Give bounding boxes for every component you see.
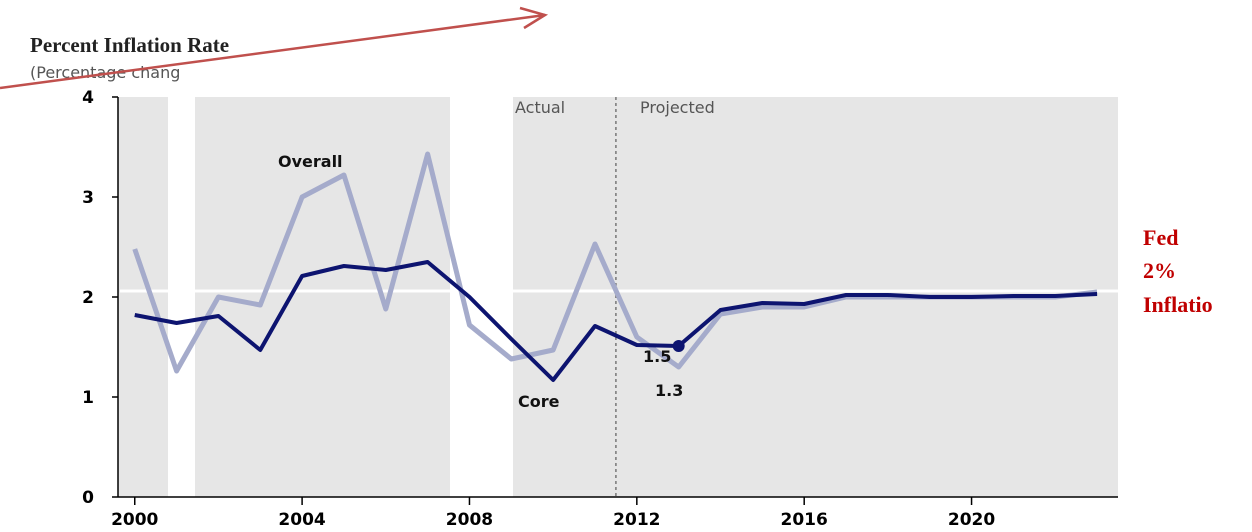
y-tick-label: 2 [82,288,94,308]
gap [450,97,513,497]
series-line [134,260,1098,382]
arrow [0,13,546,90]
point-label: 1.5 [643,347,671,366]
y-tick-label: 1 [82,388,94,408]
x-tick-label: 2004 [278,510,325,530]
point-label: 1.3 [655,381,683,400]
reference-label: 2% [1143,258,1176,283]
point-marker [672,340,685,352]
y-tick-label: 4 [82,88,94,108]
reference-label: Fed [1143,225,1178,250]
divider-label: Actual [515,98,565,117]
y-tick-label: 0 [82,488,94,508]
series-label: Core [518,392,560,411]
chart-title: Percent Inflation Rate [30,33,229,57]
y-tick-label: 3 [82,188,94,208]
x-tick-label: 2012 [613,510,660,530]
x-tick-label: 2020 [948,510,995,530]
gap [168,97,195,497]
divider-label: Projected [640,98,715,117]
series-label: Overall [278,152,343,171]
x-tick-label: 2008 [446,510,493,530]
x-tick-label: 2016 [781,510,828,530]
mask [355,58,975,96]
arrow-head [519,6,549,30]
x-tick-label: 2000 [111,510,158,530]
reference-label: Inflatio [1143,292,1213,317]
